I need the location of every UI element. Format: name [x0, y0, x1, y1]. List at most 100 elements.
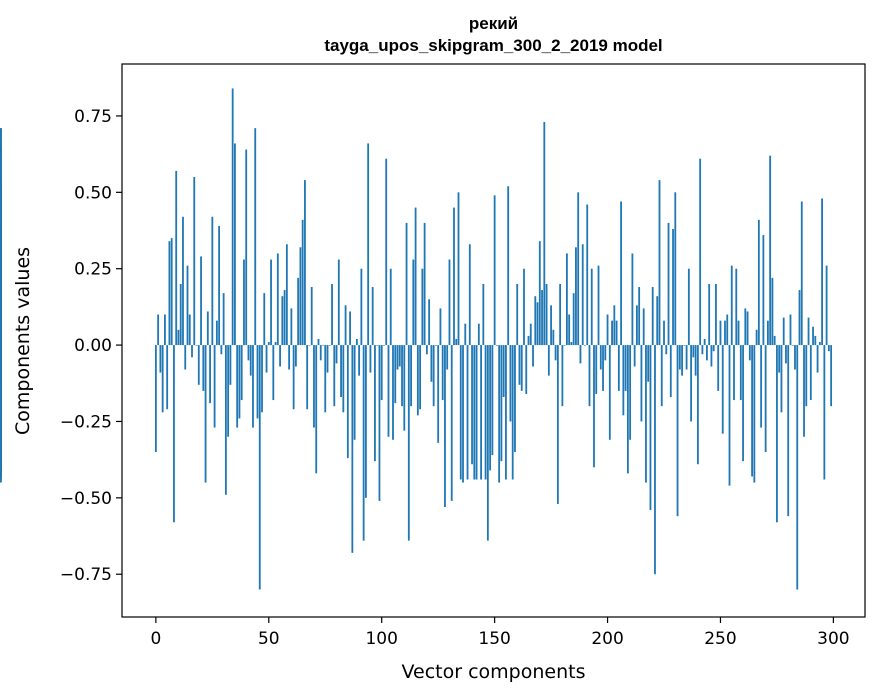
bar [448, 259, 451, 346]
bar [717, 345, 720, 391]
bar [159, 345, 162, 373]
bar [739, 345, 742, 401]
bar [696, 345, 699, 465]
bar [333, 345, 336, 407]
bar [331, 283, 333, 346]
bar [511, 345, 514, 480]
bar [258, 345, 261, 590]
bar [274, 342, 277, 346]
bar [401, 345, 403, 407]
bar [593, 345, 595, 468]
bar [238, 345, 241, 419]
bar [672, 228, 674, 346]
bar [636, 305, 638, 346]
bar [498, 345, 501, 483]
bar [459, 345, 462, 480]
bar [389, 268, 392, 346]
bar [728, 345, 731, 486]
bar [683, 345, 686, 346]
bar [699, 158, 702, 346]
bar [288, 345, 291, 370]
bar [769, 155, 772, 346]
bar [640, 345, 643, 422]
bar [267, 342, 270, 346]
bar [493, 195, 496, 346]
bar [439, 308, 442, 346]
bar [816, 345, 819, 373]
y-tick-label: 0.75 [74, 107, 112, 127]
bar [227, 345, 230, 437]
bar [374, 345, 376, 462]
bar [466, 345, 469, 480]
bar [773, 335, 776, 346]
bar [380, 345, 383, 401]
x-tick-label: 100 [365, 629, 397, 649]
bar [590, 268, 593, 346]
bar [211, 216, 214, 346]
bar [563, 345, 566, 346]
bar [254, 128, 257, 346]
bar [710, 345, 713, 367]
bar [256, 345, 259, 419]
bar [299, 247, 302, 346]
plot-frame [121, 63, 866, 618]
x-tick-label: 300 [817, 629, 849, 649]
bar [270, 259, 272, 346]
bar [800, 201, 803, 346]
bar [660, 345, 663, 407]
bar [733, 345, 735, 401]
bar [604, 345, 607, 361]
bar [0, 146, 2, 346]
bar [676, 345, 679, 517]
bar [708, 283, 711, 346]
bar [523, 268, 525, 346]
bar [355, 338, 358, 346]
bar [780, 345, 783, 413]
x-axis: 0 50 100 150 200 250 300 [150, 617, 850, 649]
chart-subtitle: tayga_upos_skipgram_300_2_2019 model [324, 36, 662, 55]
bar [229, 345, 232, 385]
bar [617, 345, 620, 391]
chart-title: рекий [469, 14, 518, 33]
bar [0, 345, 2, 477]
bar [615, 320, 618, 346]
bar [534, 296, 537, 346]
bar [403, 345, 406, 431]
bar [602, 345, 604, 391]
bar [681, 345, 683, 376]
bar [428, 299, 431, 346]
bar [735, 268, 738, 346]
bar [154, 345, 157, 453]
bar [177, 329, 180, 346]
bar [0, 296, 2, 346]
bar [283, 290, 286, 346]
bar [378, 345, 381, 501]
bar [243, 259, 245, 346]
bar [626, 345, 629, 474]
bar [690, 345, 693, 422]
bar [532, 345, 534, 367]
bar [249, 345, 252, 376]
bar [301, 219, 304, 346]
bar [432, 345, 435, 407]
bar [236, 345, 239, 428]
bar [407, 345, 410, 541]
bar [514, 345, 516, 453]
bar [164, 314, 166, 346]
bar [715, 283, 717, 346]
bar [484, 345, 487, 480]
bar [231, 88, 234, 346]
bar [263, 293, 266, 346]
bar [315, 345, 318, 474]
y-tick-label: 0.50 [74, 183, 112, 203]
bar [608, 345, 611, 440]
bar [507, 186, 510, 346]
bar [328, 345, 331, 346]
bar [475, 345, 478, 480]
bar [215, 320, 218, 346]
bar [412, 259, 415, 346]
bar [252, 345, 254, 428]
bar [827, 345, 830, 352]
bar [367, 143, 370, 346]
bar [182, 216, 184, 346]
